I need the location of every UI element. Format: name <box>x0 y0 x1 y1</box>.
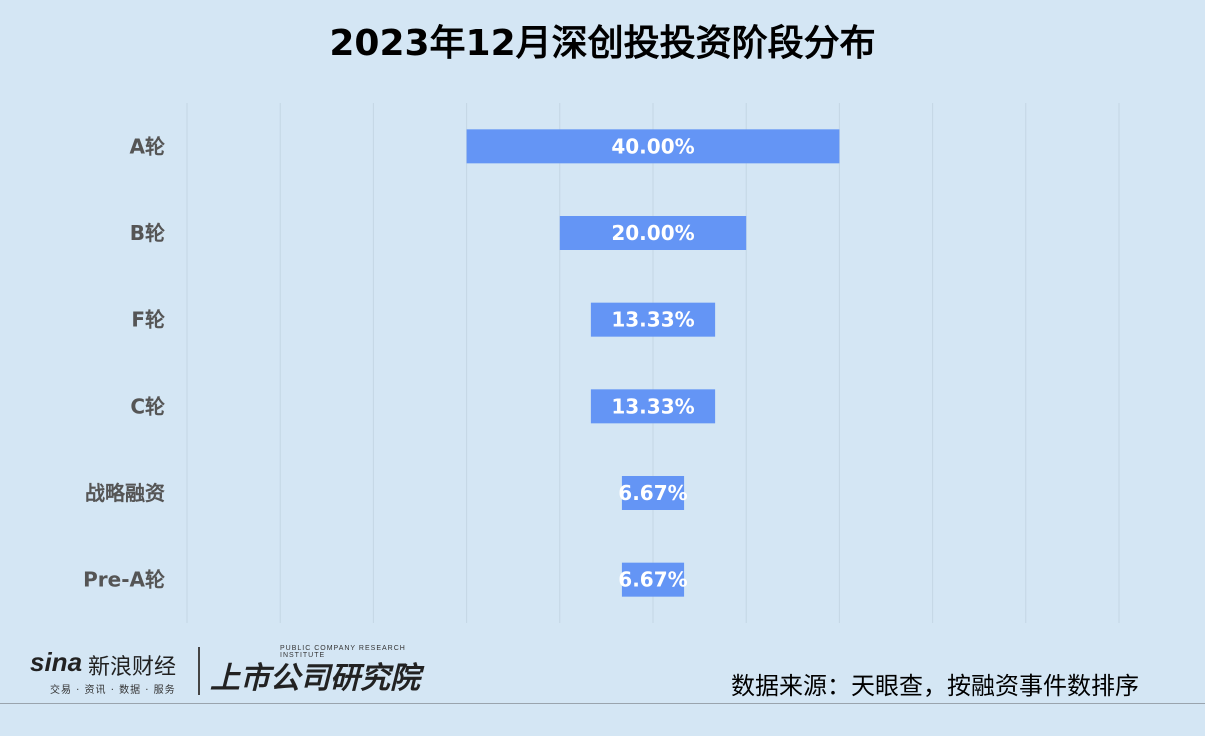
sina-finance-tagline: 交易 · 资讯 · 数据 · 服务 <box>50 685 176 696</box>
value-label: 13.33% <box>611 394 694 418</box>
value-label: 20.00% <box>611 221 694 245</box>
category-label: 战略融资 <box>85 481 165 505</box>
bar-5 <box>621 562 685 597</box>
data-source-note: 数据来源：天眼查，按融资事件数排序 <box>731 672 1139 700</box>
logo-divider <box>198 647 200 695</box>
category-label: C轮 <box>130 394 165 418</box>
sina-logo-text: sina <box>30 647 83 677</box>
bars <box>466 129 840 597</box>
category-label: B轮 <box>130 221 165 245</box>
category-label: Pre-A轮 <box>83 568 165 592</box>
bar-4 <box>621 476 685 510</box>
gridlines <box>186 103 1120 623</box>
footer-divider <box>0 703 1205 704</box>
institute-english-name: PUBLIC COMPANY RESEARCH INSTITUTE <box>280 645 406 659</box>
category-label: A轮 <box>130 134 165 158</box>
value-label: 6.67% <box>618 568 687 592</box>
value-label: 40.00% <box>611 134 694 158</box>
bar-3 <box>590 389 716 424</box>
bar-2 <box>590 302 716 337</box>
chart-title: 2023年12月深创投投资阶段分布 <box>329 23 876 64</box>
bar-0 <box>466 129 840 164</box>
value-label: 6.67% <box>618 481 687 505</box>
bar-1 <box>559 216 747 250</box>
institute-name: 上市公司研究院 <box>210 661 420 696</box>
value-labels: 40.00% 20.00% 13.33% 13.33% 6.67% 6.67% <box>611 134 694 591</box>
category-label: F轮 <box>131 308 165 332</box>
sina-finance-name: 新浪财经 <box>88 655 177 680</box>
value-label: 13.33% <box>611 308 694 332</box>
sina-finance-logo: sina 新浪财经 交易 · 资讯 · 数据 · 服务 PUBLIC COMPA… <box>30 645 430 701</box>
